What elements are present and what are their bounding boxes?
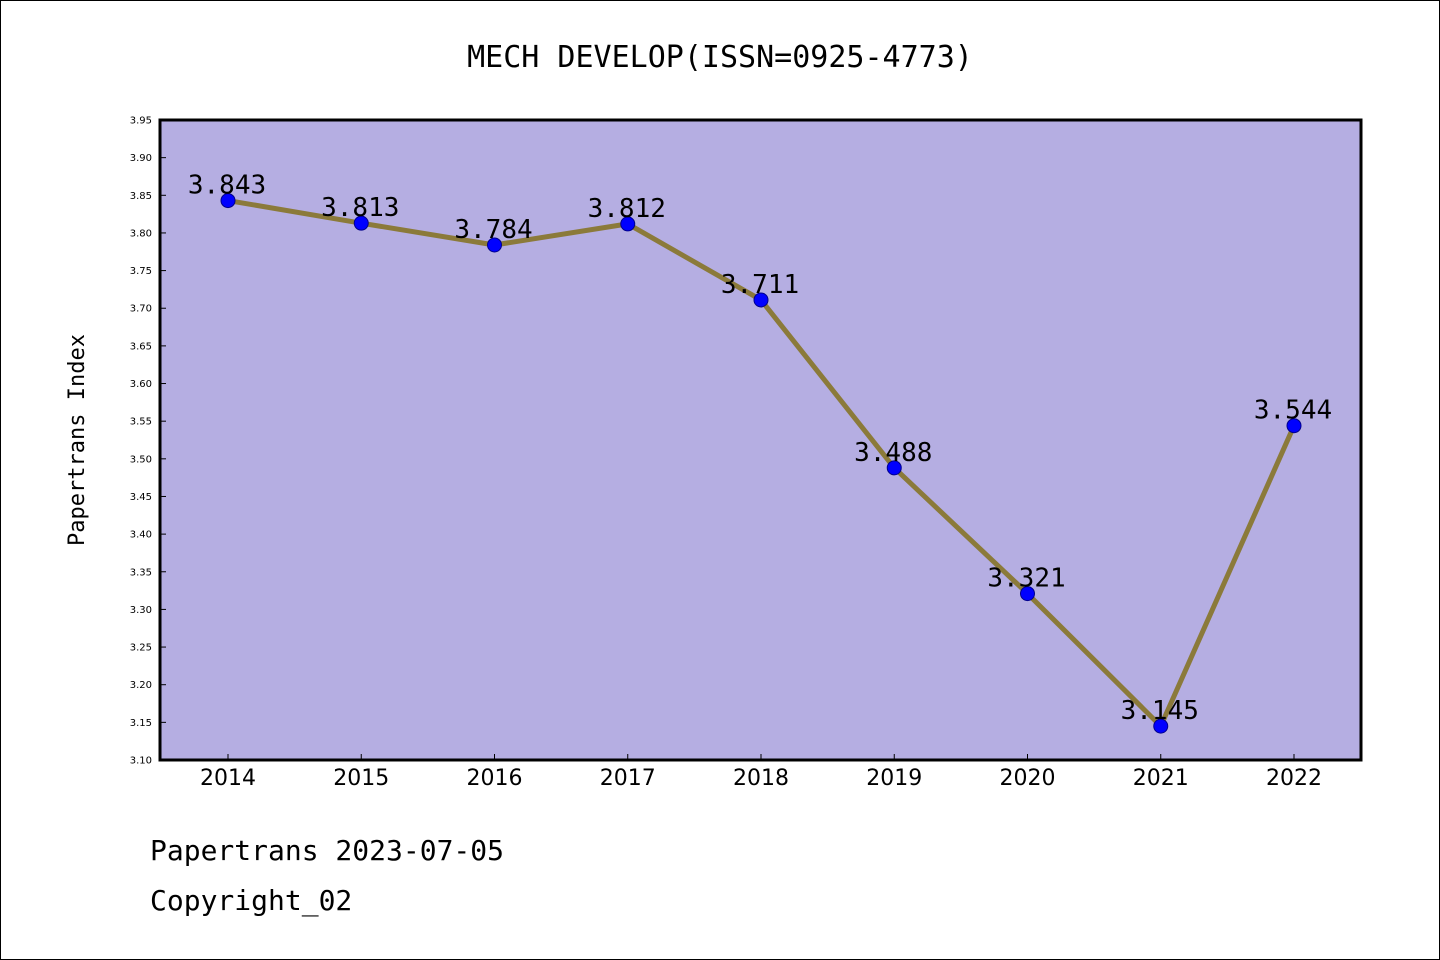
chart-title: MECH DEVELOP(ISSN=0925-4773) [467,40,973,75]
y-tick-label: 3.45 [130,492,152,503]
y-tick-label: 3.40 [130,530,152,541]
y-axis-ticks: 3.10 3.15 3.20 3.25 3.30 3.35 3.40 3.45 3.50 3.55… [130,116,166,767]
data-label: 3.812 [588,194,666,224]
y-tick-label: 3.30 [130,605,152,616]
data-point [487,237,502,253]
y-axis-label: Papertrans Index [65,334,90,546]
x-tick-label: 2022 [1266,766,1322,791]
data-point [886,460,902,476]
y-tick-label: 3.80 [130,228,152,239]
y-tick-label: 3.85 [130,191,152,202]
footer-date: Papertrans 2023-07-05 [150,834,505,867]
data-label: 3.711 [721,270,799,300]
x-tick-label: 2017 [600,766,656,791]
data-label: 3.488 [854,438,932,468]
data-label: 3.784 [454,215,532,245]
data-label: 3.544 [1254,396,1332,426]
data-point [620,216,636,232]
y-tick-label: 3.10 [130,756,152,767]
y-tick-label: 3.60 [130,379,152,390]
x-axis-ticks: 2014 2015 2016 2017 2018 2019 2020 2021 2022 [200,754,1322,791]
y-tick-label: 3.55 [130,417,152,428]
data-point [753,292,769,308]
y-tick-label: 3.90 [130,153,152,164]
data-label: 3.843 [188,171,266,201]
y-tick-label: 3.20 [130,680,152,691]
y-tick-label: 3.25 [130,643,152,654]
data-points [220,193,1302,734]
y-tick-label: 3.95 [130,116,152,127]
y-tick-label: 3.35 [130,567,152,578]
plot-border [158,118,1363,762]
data-point [1020,586,1035,602]
data-point [1153,718,1169,734]
data-point [353,215,369,231]
x-tick-label: 2018 [733,766,789,791]
footer-copyright: Copyright_02 [150,884,353,917]
x-tick-label: 2020 [1000,766,1056,791]
data-point [220,193,236,209]
x-tick-label: 2016 [467,766,523,791]
data-label: 3.813 [321,193,399,223]
data-label: 3.321 [987,564,1065,594]
y-tick-label: 3.15 [130,718,152,729]
data-label: 3.145 [1121,696,1199,726]
x-tick-label: 2014 [200,766,256,791]
y-tick-label: 3.75 [130,266,152,277]
y-tick-label: 3.50 [130,454,152,465]
data-labels: 3.843 3.813 3.784 3.812 3.711 3.488 3.321 3.145… [188,171,1332,727]
y-tick-label: 3.70 [130,304,152,315]
x-tick-label: 2021 [1133,766,1189,791]
y-tick-label: 3.65 [130,341,152,352]
data-point [1286,418,1302,434]
x-tick-label: 2015 [333,766,389,791]
x-tick-label: 2019 [866,766,922,791]
